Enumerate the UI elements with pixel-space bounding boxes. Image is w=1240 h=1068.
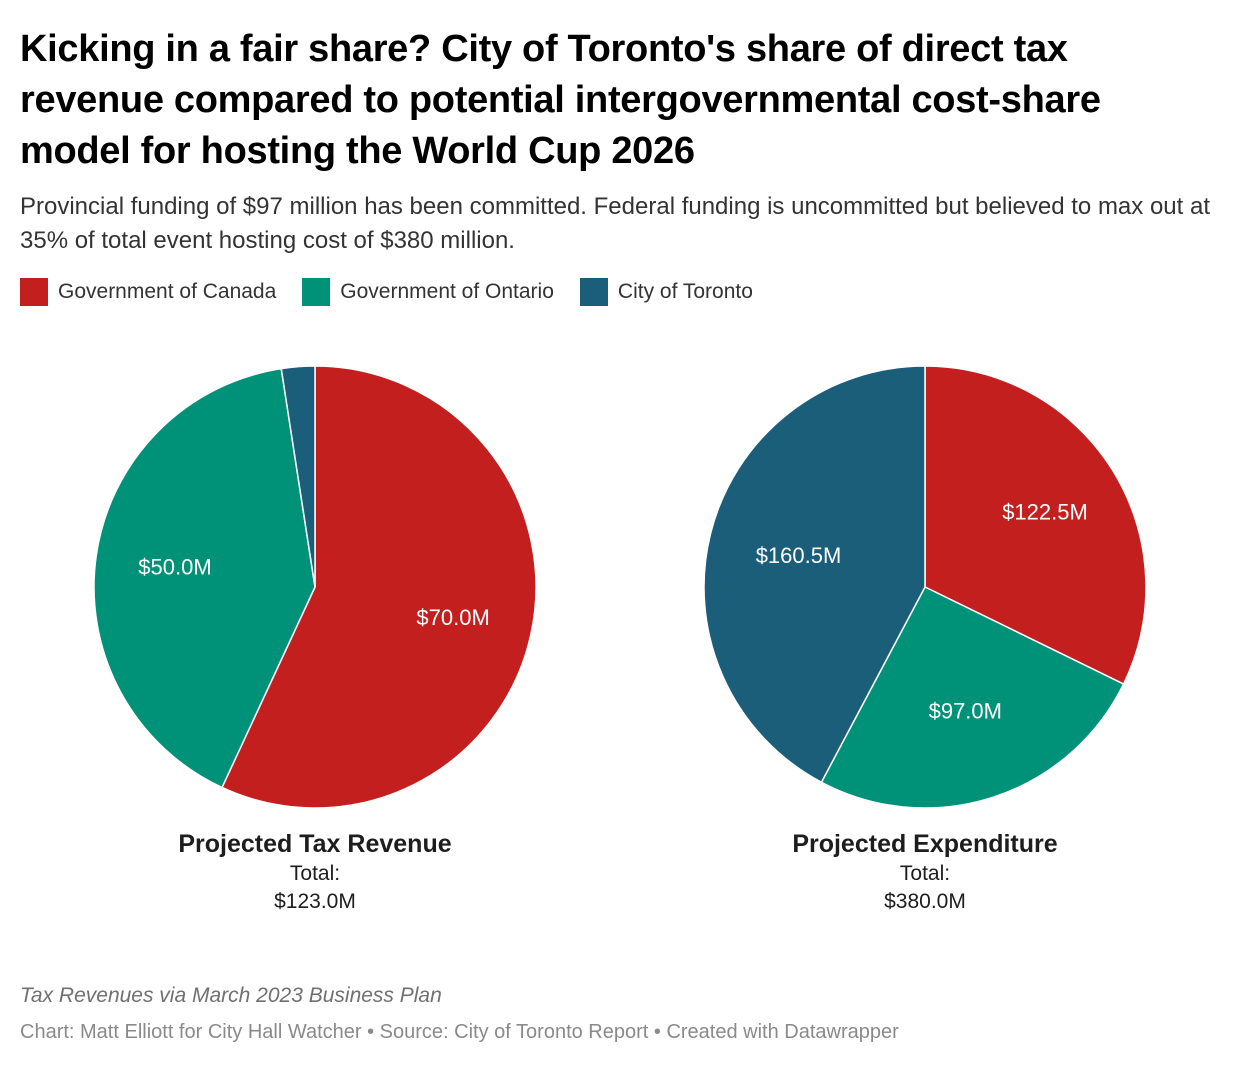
legend-swatch-ontario xyxy=(302,278,331,306)
pie-slice-expenditure-toronto xyxy=(703,365,926,783)
pie-label-tax-revenue-ontario: $50.0M xyxy=(138,555,211,580)
pie-slice-expenditure-canada xyxy=(924,365,1147,685)
pie-caption-tax-revenue: Projected Tax Revenue Total: $123.0M xyxy=(105,828,525,916)
legend-label-toronto: City of Toronto xyxy=(617,280,753,303)
legend-item-ontario: Government of Ontario xyxy=(302,278,554,306)
pie-total-label-expenditure: Total: xyxy=(899,862,951,885)
pie-slice-tax-revenue-canada xyxy=(221,365,537,809)
legend-label-ontario: Government of Ontario xyxy=(340,280,554,303)
chart-notes: Tax Revenues via March 2023 Business Pla… xyxy=(20,984,442,1007)
chart-subtitle: Provincial funding of $97 million has be… xyxy=(20,193,1210,254)
legend-swatch-toronto xyxy=(579,278,608,306)
pie-total-value-expenditure: $380.0M xyxy=(884,890,966,913)
pie-slice-tax-revenue-toronto xyxy=(280,365,316,588)
legend-label-canada: Government of Canada xyxy=(58,280,277,303)
pie-title-tax-revenue: Projected Tax Revenue xyxy=(178,830,452,858)
chart-footer: Chart: Matt Elliott for City Hall Watche… xyxy=(20,1021,899,1043)
legend-swatch-canada xyxy=(20,278,48,306)
pie-label-expenditure-ontario: $97.0M xyxy=(929,699,1002,724)
pie-slice-expenditure-ontario xyxy=(820,586,1125,809)
pie-title-expenditure: Projected Expenditure xyxy=(792,830,1058,858)
pie-total-label-tax-revenue: Total: xyxy=(289,862,341,885)
pie-label-expenditure-canada: $122.5M xyxy=(1002,500,1088,525)
pie-caption-expenditure: Projected Expenditure Total: $380.0M xyxy=(715,828,1135,916)
legend-item-toronto: City of Toronto xyxy=(579,278,753,306)
pie-slice-tax-revenue-ontario xyxy=(93,367,316,789)
legend-item-canada: Government of Canada xyxy=(20,278,276,306)
pie-total-value-tax-revenue: $123.0M xyxy=(274,890,356,913)
chart-title: Kicking in a fair share? City of Toronto… xyxy=(20,28,1101,172)
pie-label-expenditure-toronto: $160.5M xyxy=(756,543,842,568)
pie-label-tax-revenue-canada: $70.0M xyxy=(416,605,489,630)
legend: Government of Canada Government of Ontar… xyxy=(20,278,753,306)
